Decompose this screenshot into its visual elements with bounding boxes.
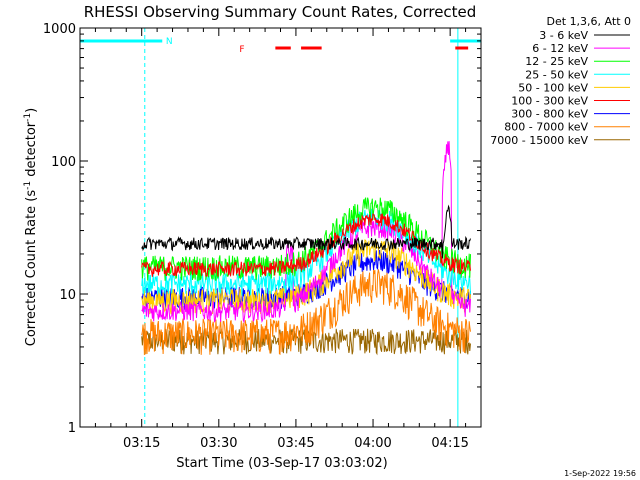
legend-label-3: 12 - 25 keV bbox=[525, 55, 588, 68]
x-tick-label-3: 03:45 bbox=[277, 436, 314, 451]
legend-label-1: 3 - 6 keV bbox=[539, 29, 588, 42]
x-tick-label-5: 04:15 bbox=[431, 436, 468, 451]
y-axis-label-close: ) bbox=[24, 108, 39, 113]
legend-label-9: 7000 - 15000 keV bbox=[490, 134, 588, 147]
chart-title: RHESSI Observing Summary Count Rates, Co… bbox=[84, 3, 477, 21]
y-tick-label-4: 1000 bbox=[43, 22, 76, 37]
legend-label-7: 300 - 800 keV bbox=[511, 108, 588, 121]
axis-ticks: 1 10 100 1000 03:15 03:30 03:45 04:00 04:15 bbox=[43, 22, 481, 451]
legend-label-8: 800 - 7000 keV bbox=[504, 121, 588, 134]
y-tick-label-2: 10 bbox=[59, 288, 76, 303]
y-axis-label-main: Corrected Count Rate (s bbox=[24, 190, 39, 347]
series-line-8 bbox=[141, 269, 471, 356]
series-line-5 bbox=[141, 239, 471, 315]
y-axis-label-sup: -1 bbox=[23, 181, 33, 190]
legend-label-6: 100 - 300 keV bbox=[511, 95, 588, 108]
flag-label-n: N bbox=[166, 37, 173, 47]
x-tick-label-1: 03:15 bbox=[123, 436, 160, 451]
render-timestamp: 1-Sep-2022 19:56 bbox=[564, 469, 636, 478]
y-axis-label-tail: detector bbox=[24, 121, 39, 181]
series-line-9 bbox=[141, 327, 471, 356]
axes-frame bbox=[79, 27, 482, 428]
flag-label-f: F bbox=[239, 45, 244, 55]
x-tick-label-4: 04:00 bbox=[354, 436, 391, 451]
series-line-6 bbox=[141, 213, 471, 278]
y-axis-label: Corrected Count Rate (s-1 detector-1) bbox=[23, 108, 39, 346]
legend-label-4: 25 - 50 keV bbox=[525, 68, 588, 81]
x-tick-label-2: 03:30 bbox=[200, 436, 237, 451]
series-line-2 bbox=[141, 141, 471, 324]
x-axis-label: Start Time (03-Sep-17 03:03:02) bbox=[176, 456, 387, 471]
y-tick-label-3: 100 bbox=[51, 155, 76, 170]
data-layer: NF bbox=[80, 28, 481, 427]
series-line-1 bbox=[141, 204, 471, 259]
y-axis-label-sup2: -1 bbox=[23, 113, 33, 122]
y-tick-label-1: 1 bbox=[68, 421, 76, 436]
legend-header: Det 1,3,6, Att 0 bbox=[547, 15, 631, 28]
legend-label-5: 50 - 100 keV bbox=[518, 81, 588, 94]
legend-label-2: 6 - 12 keV bbox=[532, 42, 588, 55]
